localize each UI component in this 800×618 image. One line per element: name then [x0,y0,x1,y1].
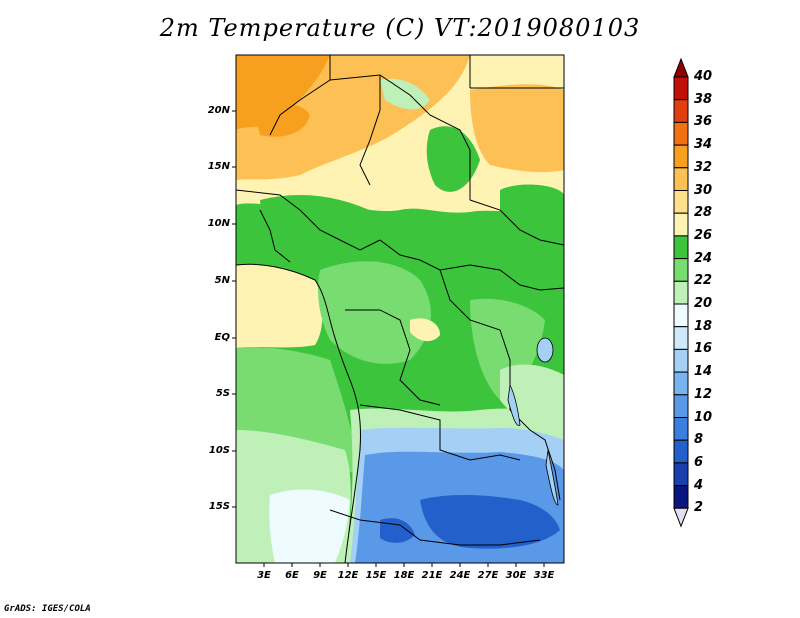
colorbar-label: 36 [694,114,713,130]
colorbar-label: 18 [694,318,713,334]
colorbar-box [673,394,689,418]
colorbar-label: 10 [694,409,713,425]
colorbar-box [673,462,689,487]
colorbar-box [673,167,689,192]
colorbar-label: 12 [694,386,713,402]
lat-label-10s: 10S [208,445,230,456]
colorbar-box [673,485,689,509]
colorbar-box [673,212,689,237]
lon-label-33e: 33E [533,570,555,581]
lon-label-6e: 6E [285,570,299,581]
colorbar-label: 20 [694,296,713,311]
lat-label-5s: 5S [215,388,230,399]
region-south-blue-dark2 [380,518,415,543]
colorbar-label: 24 [694,250,713,266]
colorbar-label: 22 [694,273,713,289]
colorbar-label: 32 [694,159,713,175]
colorbar-label: 6 [694,454,704,470]
colorbar-box [673,439,689,464]
colorbar-box [673,326,689,350]
colorbar-box [673,235,689,260]
colorbar-bottom-arrow [673,507,689,528]
colorbar-box [673,99,689,123]
lat-label-5n: 5N [214,275,230,286]
region-central-warm [410,318,440,342]
lon-label-18e: 18E [393,570,415,581]
colorbar-box [673,258,689,282]
colorbar-label: 14 [694,364,713,380]
lat-label-eq: EQ [214,332,230,343]
colorbar-label: 40 [694,69,713,84]
colorbar-label: 28 [694,205,713,221]
lon-label-12e: 12E [337,570,359,581]
colorbar-box [673,121,689,146]
colorbar-label: 8 [694,432,704,448]
axis-ticks [232,110,545,567]
colorbar-label: 38 [694,91,713,107]
colorbar-top-arrow [673,57,689,78]
lon-label-30e: 30E [505,570,527,581]
footer-credit: GrADS: IGES/COLA [4,604,91,614]
colorbar-label: 34 [694,137,713,153]
lat-label-15n: 15N [207,161,230,172]
colorbar-label: 26 [694,227,713,243]
lat-label-10n: 10N [207,218,230,229]
region-central-mid [318,261,431,364]
colorbar-label: 30 [694,182,713,198]
colorbar [673,57,689,528]
map-frame [235,54,565,564]
colorbar-box [673,76,689,101]
chart-title: 2m Temperature (C) VT:2019080103 [159,14,641,42]
lon-label-15e: 15E [365,570,387,581]
region-ocean-cool [269,489,350,563]
lon-label-21e: 21E [421,570,443,581]
region-south-blue-dark [420,495,560,549]
colorbar-box [673,348,689,373]
region-north-very-hot2 [255,103,310,137]
colorbar-box [673,303,689,328]
region-north-very-hot [236,55,330,130]
region-north-hot-east [470,84,564,173]
colorbar-box [673,371,689,396]
colorbar-box [673,144,689,169]
region-gulf-warm [236,264,323,348]
colorbar-label: 4 [694,477,704,493]
colorbar-label: 16 [694,341,713,357]
lat-label-20n: 20N [207,105,230,116]
country-borders [235,55,565,564]
region-green-west [260,195,380,237]
temperature-field [236,55,564,563]
lon-label-24e: 24E [449,570,471,581]
colorbar-box [673,280,689,305]
colorbar-box [673,190,689,214]
region-east-light [470,298,545,400]
lat-label-15s: 15S [208,501,230,512]
lon-label-9e: 9E [313,570,327,581]
region-green-north3 [500,184,564,232]
region-green-north [380,78,430,110]
colorbar-box [673,417,689,441]
lakes [507,337,559,506]
colorbar-label: 2 [694,500,704,516]
lon-label-3e: 3E [257,570,271,581]
lon-label-27e: 27E [477,570,499,581]
